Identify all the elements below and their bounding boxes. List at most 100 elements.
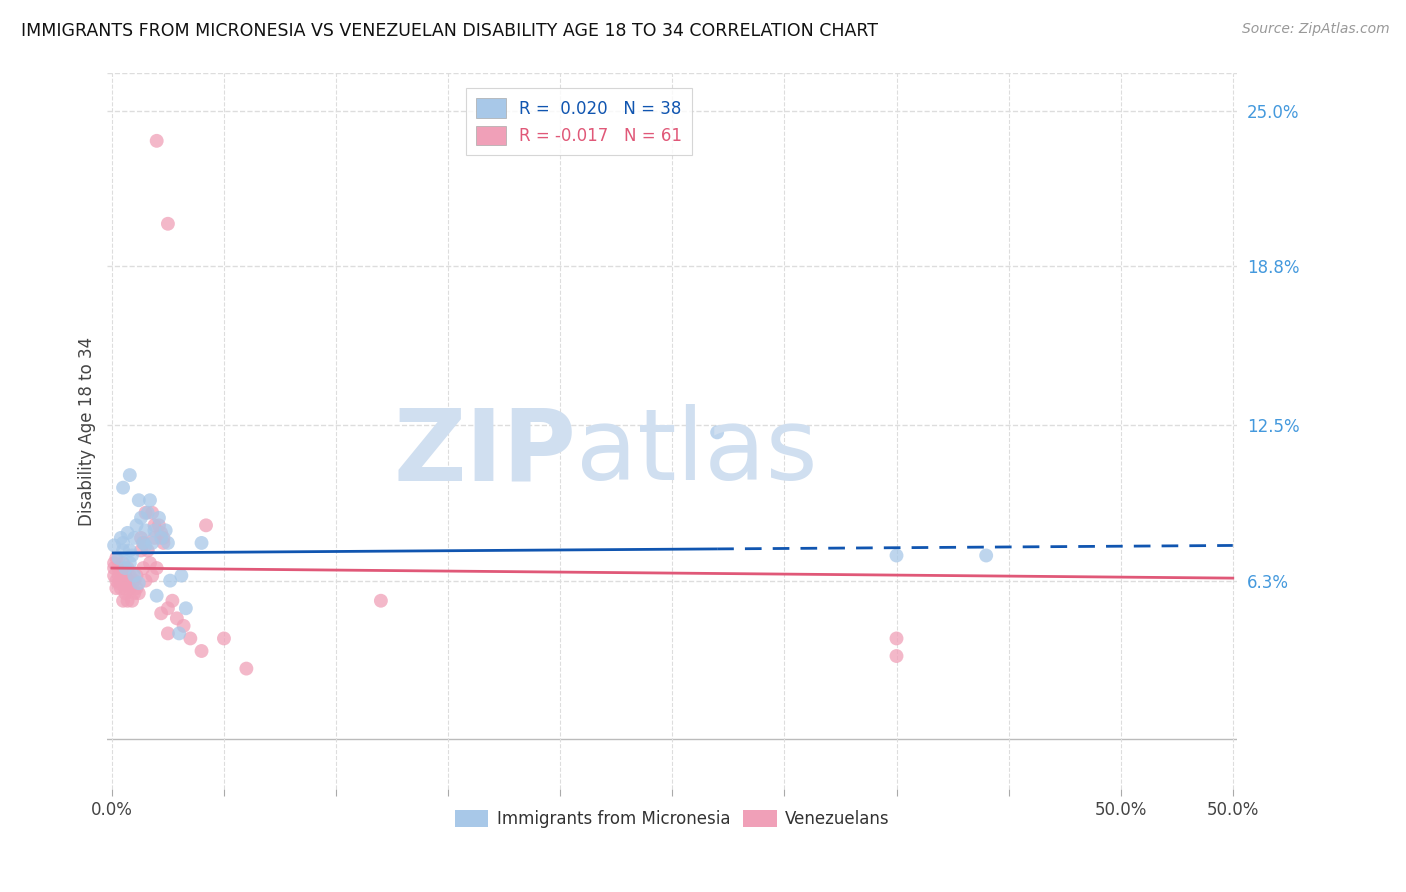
Text: atlas: atlas — [576, 404, 818, 501]
Point — [155, 524, 177, 538]
Point — [105, 581, 128, 595]
Point — [110, 574, 132, 588]
Point — [124, 568, 146, 582]
Point — [114, 581, 136, 595]
Point — [974, 549, 997, 563]
Point — [886, 632, 908, 646]
Point — [117, 525, 139, 540]
Point — [886, 648, 908, 663]
Point — [370, 593, 392, 607]
Point — [125, 581, 148, 595]
Point — [125, 518, 148, 533]
Point — [148, 510, 170, 524]
Point — [145, 134, 167, 148]
Point — [128, 576, 150, 591]
Point — [141, 506, 163, 520]
Point — [886, 549, 908, 563]
Text: ZIP: ZIP — [394, 404, 576, 501]
Point — [118, 581, 141, 595]
Point — [103, 556, 125, 570]
Point — [132, 536, 155, 550]
Point — [121, 549, 143, 563]
Point — [112, 593, 135, 607]
Point — [132, 536, 155, 550]
Point — [156, 626, 179, 640]
Point — [117, 574, 139, 588]
Point — [124, 531, 146, 545]
Point — [129, 531, 152, 545]
Point — [110, 561, 132, 575]
Point — [152, 531, 174, 545]
Point — [139, 556, 162, 570]
Point — [134, 574, 156, 588]
Point — [105, 574, 128, 588]
Point — [148, 518, 170, 533]
Point — [110, 581, 132, 595]
Point — [150, 531, 173, 545]
Point — [706, 425, 728, 440]
Point — [107, 561, 129, 575]
Point — [110, 531, 132, 545]
Point — [112, 536, 135, 550]
Point — [143, 524, 166, 538]
Point — [190, 536, 212, 550]
Point — [118, 468, 141, 483]
Point — [136, 543, 159, 558]
Point — [114, 586, 136, 600]
Point — [121, 593, 143, 607]
Point — [190, 644, 212, 658]
Point — [112, 543, 135, 558]
Point — [195, 518, 218, 533]
Point — [112, 568, 135, 582]
Point — [156, 536, 179, 550]
Point — [212, 632, 235, 646]
Point — [112, 481, 135, 495]
Point — [134, 538, 156, 552]
Text: Source: ZipAtlas.com: Source: ZipAtlas.com — [1241, 22, 1389, 37]
Point — [134, 506, 156, 520]
Point — [143, 531, 166, 545]
Point — [156, 217, 179, 231]
Point — [170, 568, 193, 582]
Point — [128, 493, 150, 508]
Point — [103, 561, 125, 575]
Point — [124, 574, 146, 588]
Point — [143, 518, 166, 533]
Point — [129, 543, 152, 558]
Point — [150, 607, 173, 621]
Point — [121, 576, 143, 591]
Point — [166, 611, 188, 625]
Point — [141, 568, 163, 582]
Point — [174, 601, 197, 615]
Point — [129, 510, 152, 524]
Point — [235, 662, 257, 676]
Y-axis label: Disability Age 18 to 34: Disability Age 18 to 34 — [79, 336, 96, 525]
Point — [132, 561, 155, 575]
Point — [117, 561, 139, 575]
Point — [107, 568, 129, 582]
Point — [112, 556, 135, 570]
Text: IMMIGRANTS FROM MICRONESIA VS VENEZUELAN DISABILITY AGE 18 TO 34 CORRELATION CHA: IMMIGRANTS FROM MICRONESIA VS VENEZUELAN… — [21, 22, 879, 40]
Point — [128, 586, 150, 600]
Point — [124, 586, 146, 600]
Point — [136, 506, 159, 520]
Point — [103, 568, 125, 582]
Point — [118, 543, 141, 558]
Point — [162, 593, 184, 607]
Point — [150, 525, 173, 540]
Point — [139, 493, 162, 508]
Point — [118, 556, 141, 570]
Point — [179, 632, 201, 646]
Point — [134, 524, 156, 538]
Point — [167, 626, 190, 640]
Point — [114, 561, 136, 575]
Legend: Immigrants from Micronesia, Venezuelans: Immigrants from Micronesia, Venezuelans — [449, 803, 897, 835]
Point — [107, 576, 129, 591]
Point — [152, 536, 174, 550]
Point — [141, 536, 163, 550]
Point — [107, 551, 129, 566]
Point — [145, 589, 167, 603]
Point — [156, 601, 179, 615]
Point — [125, 568, 148, 582]
Point — [173, 619, 195, 633]
